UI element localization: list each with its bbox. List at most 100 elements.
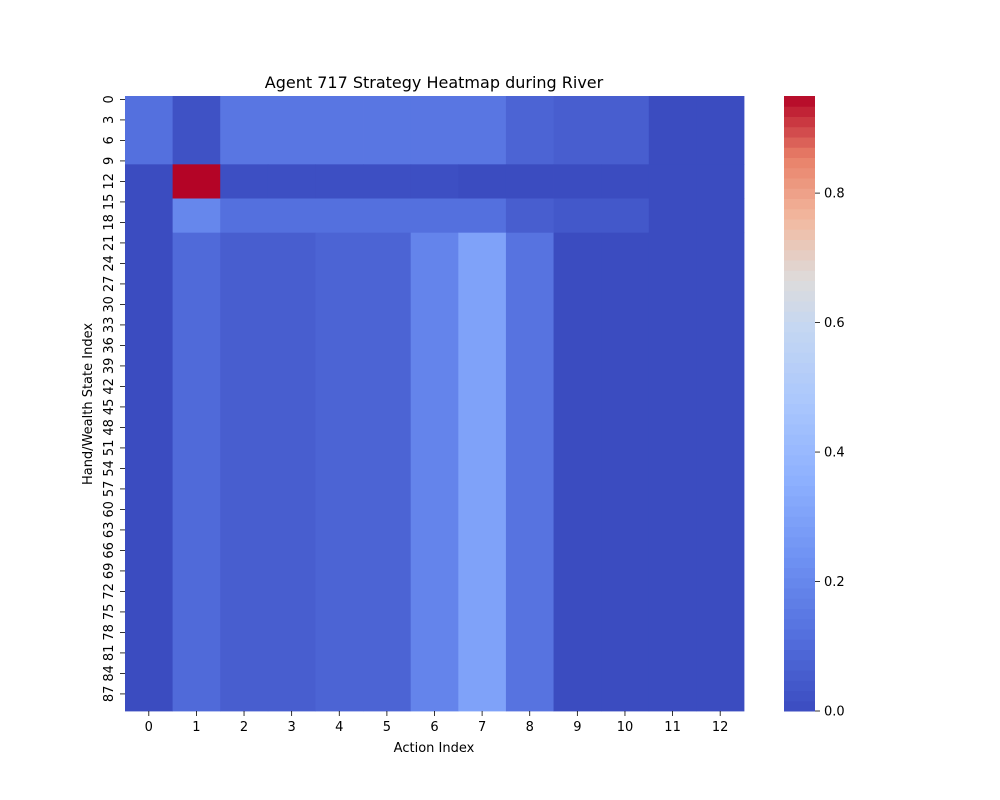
colorbar-segment xyxy=(784,106,815,117)
x-axis-label: Action Index xyxy=(394,741,475,756)
heatmap-cell-group2-col9 xyxy=(553,198,602,234)
colorbar-segment xyxy=(784,577,815,589)
colorbar-tick-label: 0.4 xyxy=(824,446,845,461)
heatmap-cell-group2-col7 xyxy=(458,198,507,234)
heatmap-cell-group3-col4 xyxy=(315,232,364,712)
colorbar-segment xyxy=(784,557,815,568)
colorbar-segment xyxy=(784,454,815,466)
heatmap-cell-group1-col5 xyxy=(363,164,412,199)
colorbar-segment xyxy=(784,516,815,527)
colorbar-segment xyxy=(784,567,815,579)
colorbar-segment xyxy=(784,126,815,138)
colorbar-segment xyxy=(784,485,815,497)
y-tick-label: 81 xyxy=(102,645,117,662)
heatmap-cell-group3-col3 xyxy=(267,232,316,712)
heatmap-cell-group0-col5 xyxy=(363,96,412,165)
colorbar-segment xyxy=(784,229,815,240)
heatmap-cell-group1-col6 xyxy=(410,164,459,199)
colorbar-segment xyxy=(784,198,815,210)
y-tick-label: 3 xyxy=(102,116,117,124)
colorbar-segment xyxy=(784,188,815,199)
y-tick-label: 42 xyxy=(102,378,117,395)
y-tick-label: 15 xyxy=(102,194,117,211)
heatmap-cell-group0-col9 xyxy=(553,96,602,165)
y-tick-label: 36 xyxy=(102,337,117,354)
colorbar-segment xyxy=(784,321,815,333)
colorbar: 0.0 0.2 0.4 0.6 0.8 xyxy=(784,96,845,720)
colorbar-segment xyxy=(784,618,815,630)
heatmap-cell-group3-col9 xyxy=(553,232,602,712)
heatmap-cell-group1-col12 xyxy=(696,164,745,199)
colorbar-segment xyxy=(784,249,815,261)
y-tick-label: 66 xyxy=(102,542,117,559)
colorbar-segment xyxy=(784,495,815,507)
heatmap-cell-group3-col2 xyxy=(220,232,269,712)
x-tick-label: 5 xyxy=(383,720,391,735)
heatmap-cell-group0-col1 xyxy=(172,96,221,165)
x-tick-label: 12 xyxy=(712,720,729,735)
colorbar-segment xyxy=(784,260,815,271)
heatmap-cells xyxy=(125,96,745,712)
y-tick-label: 63 xyxy=(102,522,117,539)
colorbar-segment xyxy=(784,608,815,620)
colorbar-segment xyxy=(784,403,815,415)
x-tick-label: 8 xyxy=(526,720,534,735)
heatmap-cell-group2-col12 xyxy=(696,198,745,234)
colorbar-segment xyxy=(784,137,815,148)
colorbar-segment xyxy=(784,393,815,404)
x-tick-label: 7 xyxy=(478,720,486,735)
colorbar-segment xyxy=(784,588,815,599)
colorbar-segment xyxy=(784,280,815,292)
colorbar-segment xyxy=(784,475,815,486)
heatmap-cell-group3-col6 xyxy=(410,232,459,712)
y-tick-label: 75 xyxy=(102,604,117,621)
heatmap-cell-group3-col8 xyxy=(505,232,554,712)
heatmap-cell-group1-col0 xyxy=(125,164,174,199)
y-tick-label: 24 xyxy=(102,255,117,272)
colorbar-tick-label: 0.6 xyxy=(824,316,845,331)
y-tick-label: 21 xyxy=(102,235,117,252)
heatmap-cell-group3-col1 xyxy=(172,232,221,712)
heatmap-cell-group1-col3 xyxy=(267,164,316,199)
heatmap-cell-group1-col8 xyxy=(505,164,554,199)
colorbar-segment xyxy=(784,526,815,538)
colorbar-segment xyxy=(784,301,815,312)
heatmap-cell-group1-col10 xyxy=(601,164,650,199)
colorbar-segment xyxy=(784,649,815,661)
y-axis-label: Hand/Wealth State Index xyxy=(81,323,96,485)
colorbar-segment xyxy=(784,434,815,445)
colorbar-segment xyxy=(784,506,815,517)
heatmap-cell-group2-col5 xyxy=(363,198,412,234)
colorbar-segment xyxy=(784,536,815,548)
colorbar-segment xyxy=(784,629,815,640)
heatmap-cell-group3-col7 xyxy=(458,232,507,712)
colorbar-tick-label: 0.8 xyxy=(824,187,845,202)
colorbar-segment xyxy=(784,659,815,671)
heatmap-cell-group0-col11 xyxy=(648,96,697,165)
heatmap-cell-group0-col4 xyxy=(315,96,364,165)
colorbar-segment xyxy=(784,639,815,650)
colorbar-tick-label: 0.2 xyxy=(824,575,845,590)
heatmap-cell-group0-col8 xyxy=(505,96,554,165)
x-tick-label: 11 xyxy=(664,720,681,735)
y-tick-label: 9 xyxy=(102,157,117,165)
y-tick-label: 33 xyxy=(102,317,117,334)
colorbar-segment xyxy=(784,178,815,189)
y-tick-label: 78 xyxy=(102,624,117,641)
heatmap-cell-group1-col2 xyxy=(220,164,269,199)
heatmap-cell-group1-col9 xyxy=(553,164,602,199)
heatmap-cell-group2-col8 xyxy=(505,198,554,234)
colorbar-segment xyxy=(784,547,815,558)
heatmap-cell-group3-col10 xyxy=(601,232,650,712)
heatmap-cell-group2-col10 xyxy=(601,198,650,234)
y-tick-label: 51 xyxy=(102,440,117,457)
colorbar-segment xyxy=(784,598,815,609)
y-tick-label: 0 xyxy=(102,95,117,103)
colorbar-segment xyxy=(784,690,815,702)
colorbar-tick-label: 0.0 xyxy=(824,705,845,720)
y-tick-label: 30 xyxy=(102,296,117,313)
heatmap-cell-group2-col6 xyxy=(410,198,459,234)
heatmap-cell-group0-col0 xyxy=(125,96,174,165)
colorbar-segment xyxy=(784,342,815,353)
colorbar-segment xyxy=(784,465,815,476)
